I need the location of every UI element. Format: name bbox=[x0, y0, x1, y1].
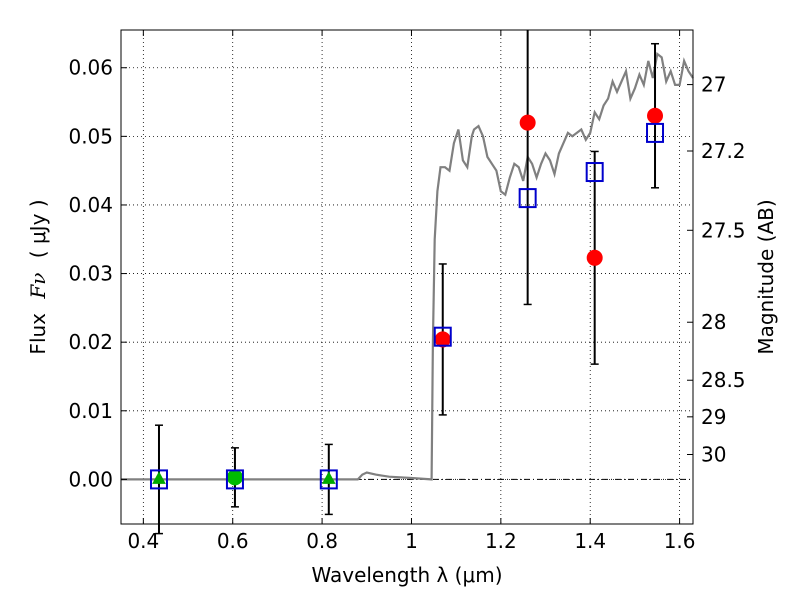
data-markers bbox=[149, 30, 665, 535]
data-point-triangle bbox=[321, 471, 336, 484]
data-point-square bbox=[319, 469, 338, 490]
x-tick-label: 0.4 bbox=[127, 529, 159, 553]
data-point-square bbox=[646, 122, 665, 143]
mag-tick-label: 28 bbox=[701, 310, 726, 334]
y-tick-label: 0.04 bbox=[68, 193, 113, 217]
y-tick-label: 0.06 bbox=[68, 56, 113, 80]
mag-tick-label: 27.5 bbox=[701, 218, 746, 242]
y-axis-label-unit: ( μJy ) bbox=[26, 199, 50, 258]
plot-frame bbox=[120, 29, 694, 525]
data-point-circle bbox=[434, 331, 451, 348]
data-point-circle bbox=[647, 107, 664, 124]
x-tick-label: 1.4 bbox=[574, 529, 606, 553]
data-point-square bbox=[585, 162, 604, 183]
x-tick-label: 0.6 bbox=[217, 529, 249, 553]
y2-axis-label: Magnitude (AB) bbox=[754, 199, 778, 354]
mag-tick-label: 30 bbox=[701, 442, 726, 466]
axis-ticks: 0.4 0.6 0.8 1 1.2 1.4 1.6 0.00 0.01 0.02 0.03 0.04 0… bbox=[68, 30, 746, 553]
x-tick-label: 1 bbox=[405, 529, 418, 553]
y-tick-label: 0.05 bbox=[68, 124, 113, 148]
y-axis-label-prefix: Flux bbox=[26, 313, 50, 355]
data-point-circle bbox=[586, 249, 603, 266]
mag-tick-label: 27.2 bbox=[701, 139, 746, 163]
data-point-circle bbox=[226, 469, 243, 486]
data-point-circle bbox=[519, 114, 536, 131]
x-tick-label: 0.8 bbox=[306, 529, 338, 553]
y-tick-label: 0.03 bbox=[68, 262, 113, 286]
model-spectrum-line bbox=[121, 52, 694, 481]
data-point-triangle bbox=[152, 471, 166, 484]
y-tick-label: 0.00 bbox=[68, 467, 113, 491]
svg-text:Flux Fν ( μJy ): Flux Fν ( μJy ) bbox=[26, 199, 50, 354]
mag-tick-label: 28.5 bbox=[701, 368, 746, 392]
y-axis-label: Flux Fν ( μJy ) bbox=[26, 199, 50, 354]
x-tick-label: 1.6 bbox=[664, 529, 696, 553]
y-axis-label-math: Fν bbox=[26, 273, 50, 300]
data-point-square bbox=[225, 469, 244, 490]
y-tick-label: 0.02 bbox=[68, 330, 113, 354]
x-axis-label: Wavelength λ (μm) bbox=[311, 563, 502, 587]
grid-lines bbox=[121, 30, 693, 524]
data-point-square bbox=[149, 469, 168, 490]
y-tick-label: 0.01 bbox=[68, 399, 113, 423]
mag-tick-label: 27 bbox=[701, 73, 726, 97]
data-point-square bbox=[518, 188, 537, 209]
mag-tick-label: 29 bbox=[701, 405, 726, 429]
plot-area-background bbox=[121, 30, 693, 524]
x-tick-label: 1.2 bbox=[485, 529, 517, 553]
data-point-square bbox=[433, 326, 452, 347]
